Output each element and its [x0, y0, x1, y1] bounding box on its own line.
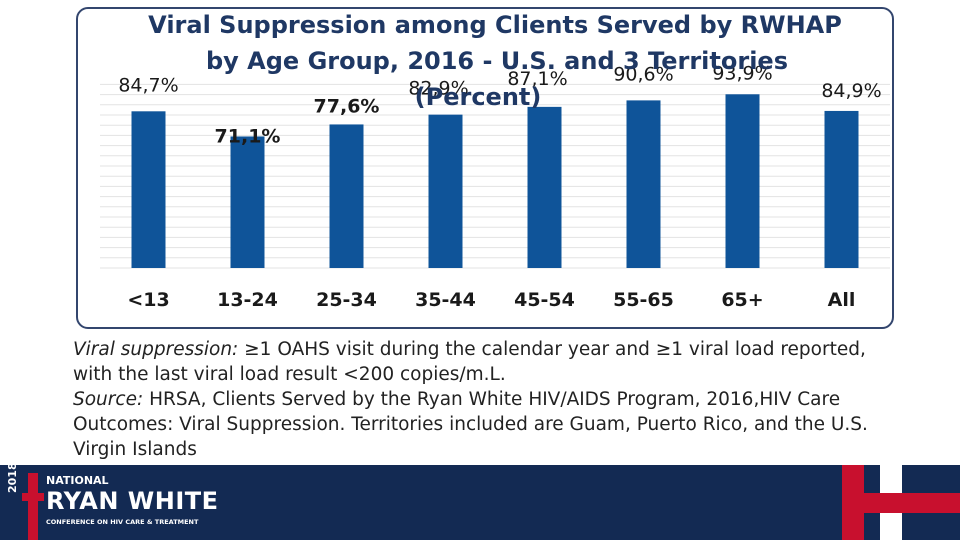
- value-label-5: 90,6%: [613, 63, 673, 85]
- footer-national: NATIONAL: [46, 474, 109, 487]
- definition-label: Viral suppression:: [73, 339, 239, 360]
- footer-logo-shapes: [22, 465, 960, 540]
- grid-lines: [100, 83, 890, 269]
- footer-bar-red: [842, 493, 960, 513]
- chart-title: Viral Suppression among Clients Served b…: [148, 11, 842, 39]
- chart-unit-label: (Percent): [415, 83, 542, 111]
- bar-6: [725, 94, 760, 268]
- bar-3: [428, 114, 463, 268]
- bar-7: [824, 110, 859, 268]
- chart: 84,7% 71,1% 77,6% 82,9% 87,1% 90,6% 93,9% 84,9%…: [100, 11, 890, 311]
- value-label-1: 71,1%: [215, 125, 281, 147]
- bar-1: [230, 136, 265, 268]
- source-label: Source:: [73, 389, 144, 410]
- value-label-7: 84,9%: [821, 80, 881, 102]
- bars: [131, 94, 859, 269]
- category-label-1: 13-24: [217, 289, 278, 311]
- bar-5: [626, 100, 661, 268]
- footer-name: RYAN WHITE: [46, 487, 219, 515]
- value-label-6: 93,9%: [712, 62, 772, 84]
- logo-cross-horizontal: [22, 493, 44, 501]
- bar-0: [131, 111, 166, 269]
- value-label-4: 87,1%: [507, 68, 567, 90]
- footer-year: 2018: [6, 465, 19, 493]
- category-label-4: 45-54: [514, 289, 575, 311]
- bar-4: [527, 106, 562, 269]
- value-label-3: 82,9%: [408, 78, 468, 100]
- category-label-0: <13: [127, 289, 169, 311]
- bar-2: [329, 124, 364, 268]
- definition-text: ≥1 OAHS visit during the calendar year a…: [73, 339, 866, 385]
- category-label-2: 25-34: [316, 289, 377, 311]
- chart-subtitle: by Age Group, 2016 - U.S. and 3 Territor…: [206, 47, 788, 75]
- footer-tagline: CONFERENCE ON HIV CARE & TREATMENT: [46, 518, 199, 526]
- value-labels: 84,7% 71,1% 77,6% 82,9% 87,1% 90,6% 93,9% 84,9%: [118, 62, 881, 147]
- source-text: HRSA, Clients Served by the Ryan White H…: [73, 389, 868, 460]
- category-labels: <13 13-24 25-34 35-44 45-54 55-65 65+ All: [127, 289, 855, 311]
- category-label-6: 65+: [721, 289, 763, 311]
- category-label-5: 55-65: [613, 289, 674, 311]
- logo-cross-vertical: [28, 473, 38, 540]
- value-label-0: 84,7%: [118, 74, 178, 96]
- category-label-7: All: [828, 289, 856, 311]
- value-label-2: 77,6%: [314, 95, 380, 117]
- conference-footer: 2018 NATIONAL RYAN WHITE CONFERENCE ON H…: [0, 465, 960, 540]
- category-label-3: 35-44: [415, 289, 476, 311]
- footnote: Viral suppression: ≥1 OAHS visit during …: [73, 337, 893, 462]
